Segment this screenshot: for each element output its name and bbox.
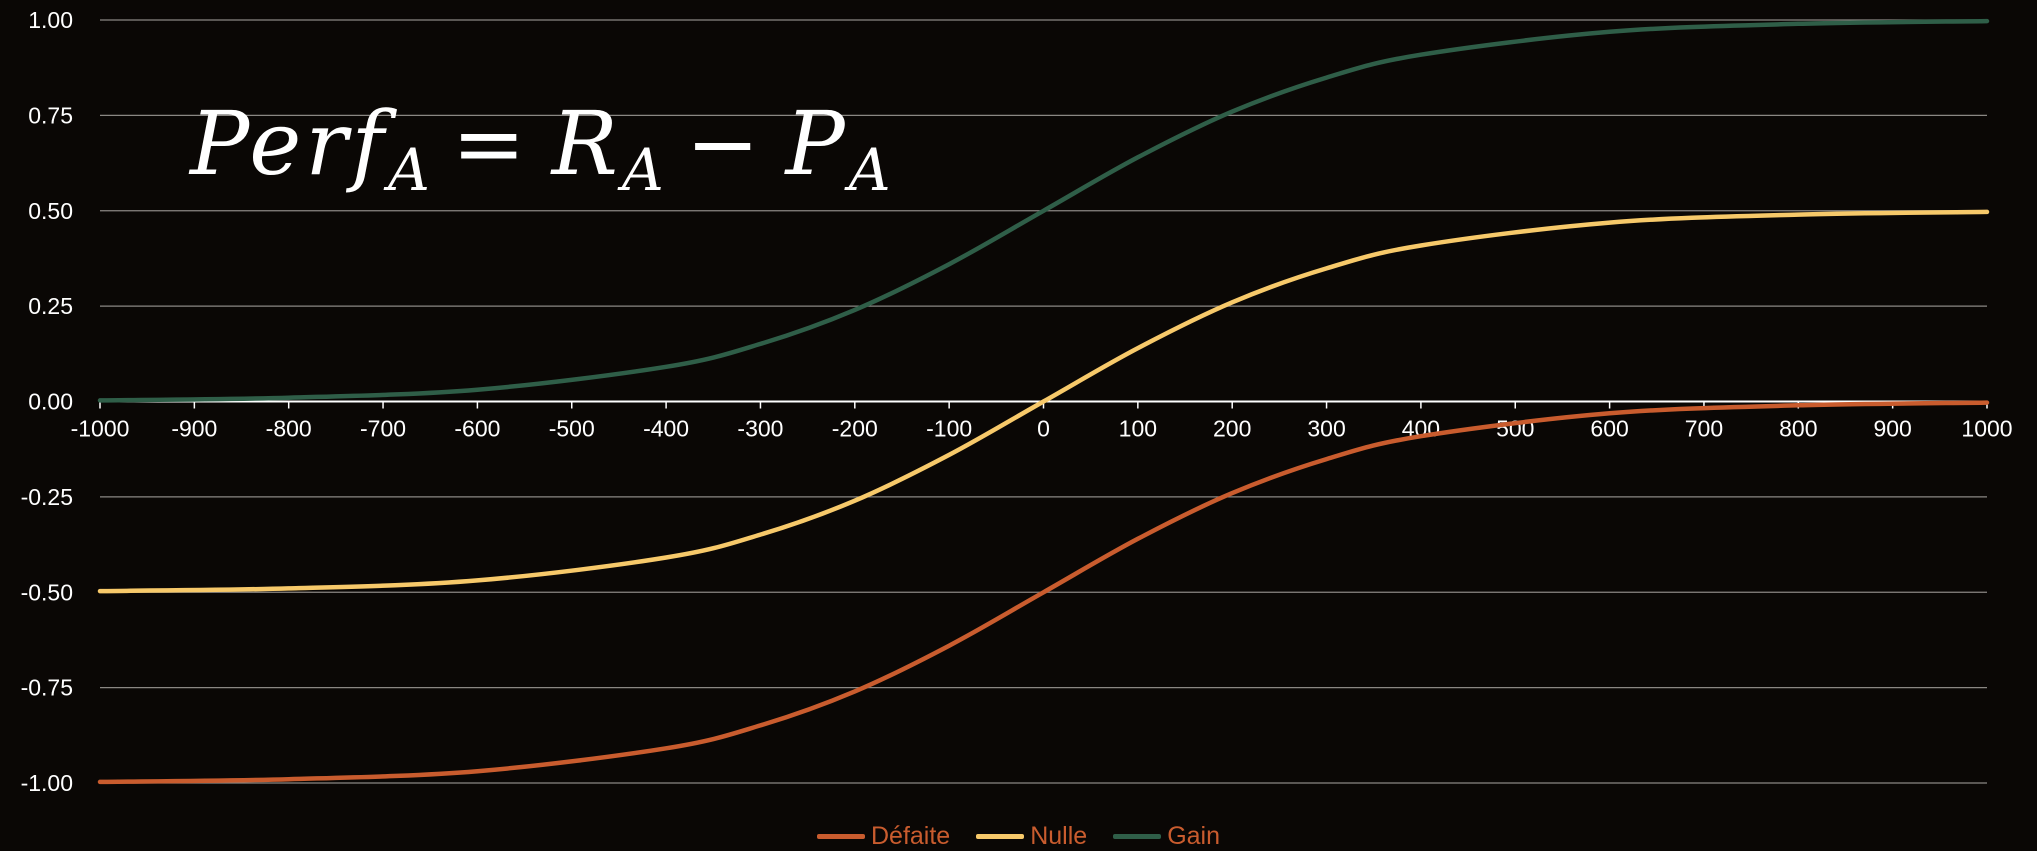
y-tick-label: -0.50 xyxy=(21,579,73,605)
y-tick-label: 1.00 xyxy=(28,7,73,33)
x-axis: -1000 -900 -800 -700 -600 -500 -400 -300 -200 -10… xyxy=(71,400,2013,442)
y-tick-label: 0.00 xyxy=(28,389,73,415)
x-tick-label: -700 xyxy=(360,416,406,442)
formula-perf: Perf xyxy=(190,92,388,195)
formula-p: P xyxy=(785,92,849,195)
x-tick-label: 300 xyxy=(1307,416,1345,442)
y-tick-label: 0.25 xyxy=(28,293,73,319)
legend-label: Gain xyxy=(1167,822,1220,850)
formula-sub-a2: A xyxy=(621,136,664,205)
legend-swatch xyxy=(1113,834,1162,839)
series-lines xyxy=(97,18,1990,785)
series-line-defaite xyxy=(97,400,1990,785)
x-tick-label: -200 xyxy=(832,416,878,442)
series-line-gain xyxy=(97,18,1990,403)
x-tick-label: 0 xyxy=(1037,416,1050,442)
y-tick-label: -0.25 xyxy=(21,484,73,510)
formula-equals: = xyxy=(451,92,530,195)
formula-annotation: PerfA = RA − PA xyxy=(190,100,891,200)
x-tick-label: 600 xyxy=(1590,416,1628,442)
legend-item-gain: Gain xyxy=(1113,822,1220,851)
x-tick-label: -900 xyxy=(171,416,217,442)
legend-label: Défaite xyxy=(870,822,951,850)
series-line-nulle xyxy=(97,209,1990,594)
x-tick-label: 800 xyxy=(1779,416,1817,442)
x-tick-label: -100 xyxy=(926,416,972,442)
y-tick-label: -1.00 xyxy=(21,770,73,796)
x-tick-label: -400 xyxy=(643,416,689,442)
formula-sub-a1: A xyxy=(387,136,430,205)
x-tick-label: -300 xyxy=(737,416,783,442)
legend-item-defaite: Défaite xyxy=(816,822,951,851)
x-tick-label: 200 xyxy=(1213,416,1251,442)
formula-sub-a3: A xyxy=(848,136,891,205)
x-tick-label: 1000 xyxy=(1961,416,2012,442)
x-tick-label: 900 xyxy=(1873,416,1911,442)
y-tick-label: -0.75 xyxy=(21,675,73,701)
legend-swatch xyxy=(976,834,1025,839)
legend-label: Nulle xyxy=(1030,822,1088,850)
x-tick-label: -800 xyxy=(266,416,312,442)
y-tick-label: 0.75 xyxy=(28,102,73,128)
legend: Défaite Nulle Gain xyxy=(0,822,2037,851)
x-tick-label: -600 xyxy=(454,416,500,442)
y-tick-label: 0.50 xyxy=(28,198,73,224)
x-tick-label: -1000 xyxy=(71,416,130,442)
x-tick-label: 700 xyxy=(1685,416,1723,442)
x-tick-label: -500 xyxy=(549,416,595,442)
y-axis-ticks: 1.00 0.75 0.50 0.25 0.00 -0.25 -0.50 -0.75 -1.00 xyxy=(21,7,73,796)
legend-item-nulle: Nulle xyxy=(976,822,1087,851)
formula-r: R xyxy=(551,92,622,195)
legend-swatch xyxy=(816,834,865,839)
formula-minus: − xyxy=(685,92,764,195)
x-tick-label: 100 xyxy=(1119,416,1157,442)
